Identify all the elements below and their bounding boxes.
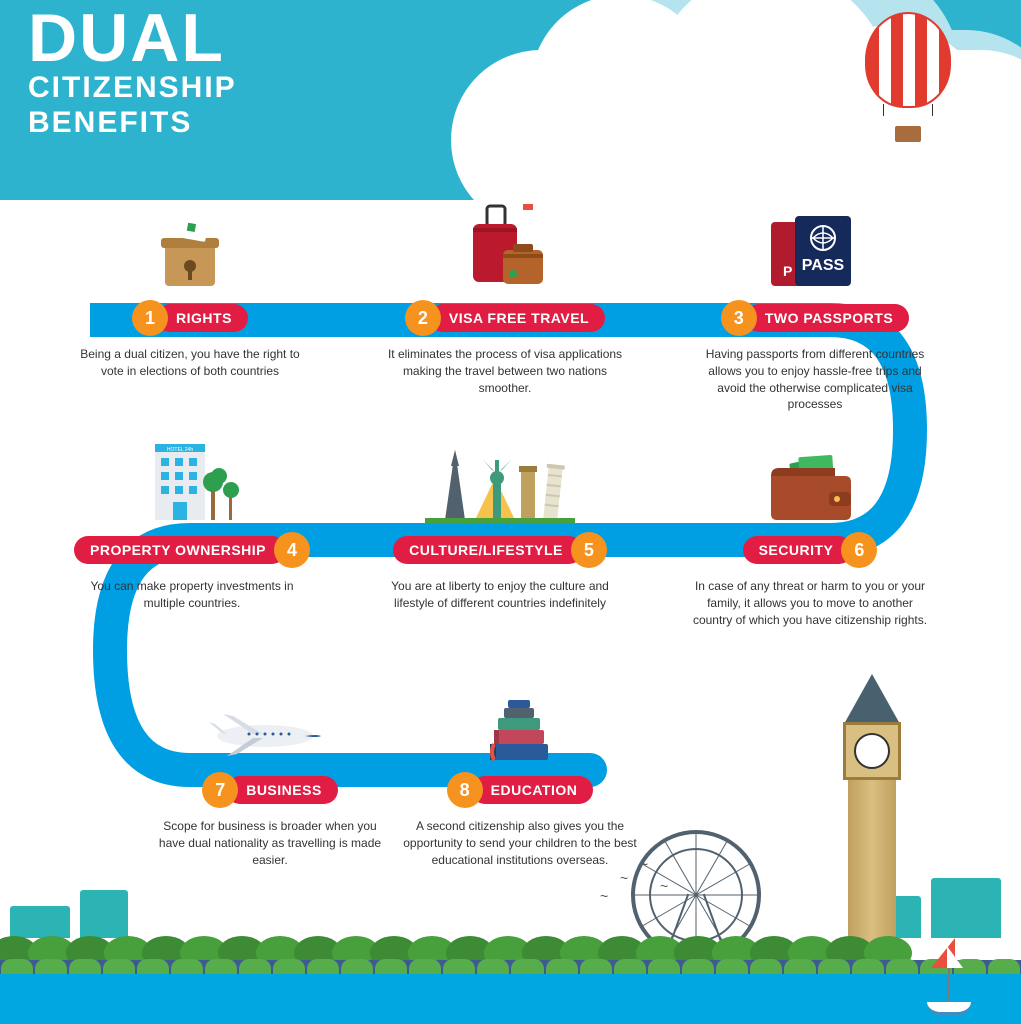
svg-text:HOTEL 24h: HOTEL 24h — [167, 447, 193, 453]
benefit-title: PROPERTY OWNERSHIP — [74, 536, 286, 564]
benefit-number: 8 — [447, 772, 483, 808]
books-icon — [390, 680, 650, 766]
benefit-number: 2 — [405, 300, 441, 336]
building-icon — [10, 906, 70, 938]
luggage-icon — [375, 208, 635, 294]
hot-air-balloon-icon — [865, 12, 951, 142]
title-line2: CITIZENSHIP — [28, 71, 237, 104]
benefit-title: RIGHTS — [156, 304, 248, 332]
benefit-security: SECURITY 6 In case of any threat or harm… — [680, 440, 940, 628]
passports-icon: PASS P — [685, 208, 945, 294]
title-block: DUAL CITIZENSHIP BENEFITS — [28, 8, 237, 139]
header-banner: DUAL CITIZENSHIP BENEFITS — [0, 0, 1021, 200]
svg-text:PASS: PASS — [802, 257, 845, 274]
benefit-visa-free-travel: 2 VISA FREE TRAVEL It eliminates the pro… — [375, 208, 635, 396]
benefit-desc: In case of any threat or harm to you or … — [680, 578, 940, 628]
benefit-number: 1 — [132, 300, 168, 336]
benefit-two-passports: PASS P 3 TWO PASSPORTS Having passports f… — [685, 208, 945, 413]
wallet-icon — [680, 440, 940, 526]
hotel-building-icon: HOTEL 24h — [62, 440, 322, 526]
building-icon — [931, 878, 1001, 938]
sailboat-icon — [927, 968, 971, 1016]
benefit-culture-lifestyle: CULTURE/LIFESTYLE 5 You are at liberty t… — [370, 440, 630, 612]
benefit-desc: Being a dual citizen, you have the right… — [60, 346, 320, 380]
benefit-desc: Scope for business is broader when you h… — [140, 818, 400, 868]
benefit-title: VISA FREE TRAVEL — [429, 304, 605, 332]
benefit-desc: It eliminates the process of visa applic… — [375, 346, 635, 396]
benefit-title: TWO PASSPORTS — [745, 304, 909, 332]
benefit-desc: You are at liberty to enjoy the culture … — [370, 578, 630, 612]
title-line3: BENEFITS — [28, 106, 237, 139]
benefit-title: CULTURE/LIFESTYLE — [393, 536, 583, 564]
water — [0, 974, 1021, 1024]
ballot-box-icon — [60, 208, 320, 294]
benefit-property-ownership: HOTEL 24h PROPERTY OWNERSHIP 4 You can m… — [62, 440, 322, 612]
benefit-title: EDUCATION — [471, 776, 594, 804]
benefit-rights: 1 RIGHTS Being a dual citizen, you have … — [60, 208, 320, 380]
airplane-icon — [140, 680, 400, 766]
benefit-number: 4 — [274, 532, 310, 568]
footer-scene — [0, 884, 1021, 1024]
benefit-desc: A second citizenship also gives you the … — [390, 818, 650, 868]
benefit-number: 6 — [841, 532, 877, 568]
benefit-number: 3 — [721, 300, 757, 336]
building-icon — [80, 890, 128, 938]
benefit-number: 5 — [571, 532, 607, 568]
big-ben-icon — [843, 674, 901, 960]
benefit-education: 8 EDUCATION A second citizenship also gi… — [390, 680, 650, 868]
benefit-number: 7 — [202, 772, 238, 808]
svg-text:P: P — [783, 263, 792, 279]
title-line1: DUAL — [28, 8, 237, 69]
landmarks-icon — [370, 440, 630, 526]
benefit-title: BUSINESS — [226, 776, 338, 804]
benefit-desc: Having passports from different countrie… — [685, 346, 945, 413]
benefit-desc: You can make property investments in mul… — [62, 578, 322, 612]
benefit-title: SECURITY — [743, 536, 854, 564]
benefit-business: 7 BUSINESS Scope for business is broader… — [140, 680, 400, 868]
